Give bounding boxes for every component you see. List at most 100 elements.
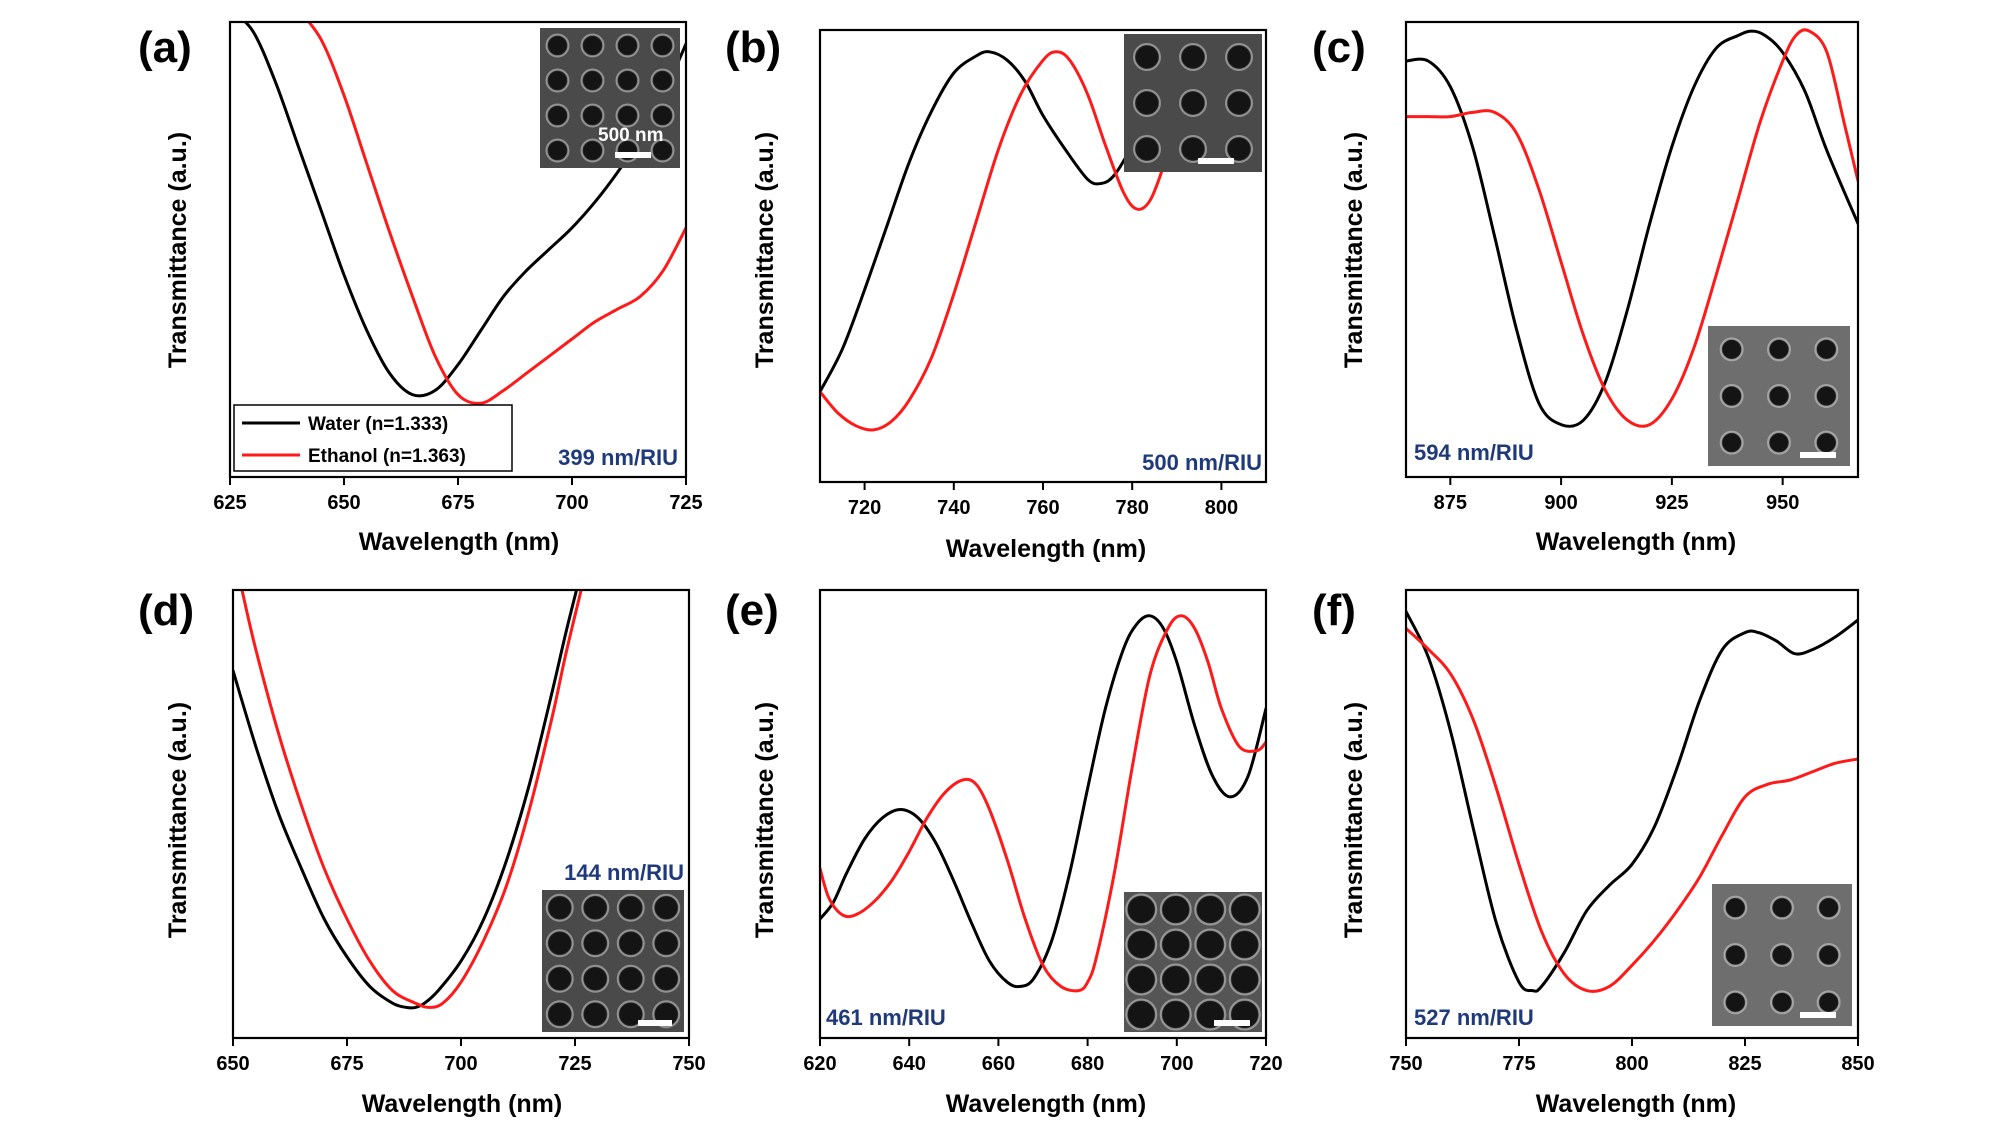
x-tick-label: 640 [893,1053,926,1075]
x-tick-label: 750 [672,1053,705,1075]
sem-hole-rim [615,138,640,163]
sem-hole [1162,931,1190,958]
sem-hole-rim [580,138,605,163]
ethanol-curve [307,22,686,405]
sem-hole-rim [1179,135,1207,163]
ethanol-curve [820,614,1266,993]
sem-hole-rim [1194,928,1227,961]
sem-hole [1769,339,1789,359]
sem-hole-rim [581,964,610,993]
sem-hole-rim [580,103,605,128]
sem-hole-rim [1125,998,1158,1031]
legend: Water (n=1.333) Ethanol (n=1.363) [233,404,513,472]
sensitivity-label: 144 nm/RIU [564,860,684,885]
sem-hole-rim [1770,895,1794,920]
sem-hole [1816,433,1836,453]
sem-inset [542,890,684,1032]
sem-hole-rim [1719,384,1744,408]
legend-ethanol-label: Ethanol (n=1.363) [308,446,466,467]
sem-hole [1181,91,1205,115]
sem-hole [548,1002,572,1026]
sem-hole-rim [1125,963,1158,996]
sem-hole [1231,896,1259,923]
sem-hole-rim [545,103,570,128]
panel-f: (f) Transmittance (a.u.) Wavelength (nm)… [1312,586,1875,1118]
water-curve [1406,29,1858,428]
sem-hole-rim [1767,384,1791,408]
sem-hole-rim [1228,963,1261,996]
sem-hole [583,36,602,55]
x-tick-label: 700 [1160,1053,1193,1075]
x-tick-label: 650 [327,492,360,514]
ethanol-curve [820,50,1179,432]
sem-hole-rim [1225,135,1253,163]
sem-hole-rim [581,1000,610,1029]
panel-label: (d) [138,586,194,635]
sem-hole-rim [650,33,675,58]
x-axis-label: Wavelength (nm) [946,1090,1146,1118]
sem-hole [583,106,602,125]
x-tick-label: 725 [558,1053,591,1075]
sem-hole [1819,992,1839,1012]
x-tick-label: 700 [444,1053,477,1075]
sem-hole [653,71,672,90]
sem-hole-rim [1719,430,1744,455]
sem-hole [1816,339,1836,359]
water-curve [233,590,579,1010]
sem-hole [1127,1001,1155,1028]
sem-hole [1162,966,1190,993]
sem-hole [1181,137,1205,161]
x-ticks: 620 640 660 680 700 720 [803,1038,1283,1075]
plot-area [233,590,583,1010]
panel-c: (c) Transmittance (a.u.) Wavelength (nm)… [1312,20,1860,556]
water-curve [1406,610,1858,993]
panel-label: (e) [725,586,779,635]
scale-bar [638,1020,672,1026]
panel-a: (a) Transmittance (a.u.) Wavelength (nm)… [138,20,703,556]
y-axis-label: Transmittance (a.u.) [1340,132,1368,368]
x-ticks: 720 740 760 780 800 [848,482,1238,519]
y-axis-label: Transmittance (a.u.) [164,132,192,368]
sem-hole-rim [1179,43,1207,71]
sem-hole [1127,966,1155,993]
sem-hole-rim [1133,43,1161,71]
sensitivity-label: 500 nm/RIU [1142,450,1262,475]
x-tick-label: 625 [213,492,246,514]
sem-hole-rim [616,929,645,958]
sem-hole-rim [545,33,570,58]
scale-bar [1214,1020,1250,1026]
sem-inset [1712,884,1852,1026]
sem-hole [1816,386,1836,406]
sem-hole [1162,896,1190,923]
x-tick-label: 620 [803,1053,836,1075]
sem-hole [618,36,637,55]
sem-hole [583,71,602,90]
sem-hole-rim [652,964,681,993]
sem-hole [1772,945,1792,965]
x-tick-label: 675 [330,1053,363,1075]
plot-frame [818,28,1268,484]
sem-hole-rim [1125,928,1158,961]
sem-hole-rim [616,893,645,922]
sensitivity-label: 527 nm/RIU [1414,1005,1534,1030]
sem-hole [1181,45,1205,69]
sem-hole [654,931,678,955]
sem-hole-rim [580,68,605,93]
panel-b: (b) Transmittance (a.u.) Wavelength (nm)… [725,23,1268,563]
x-ticks: 625 650 675 700 725 [213,477,703,514]
ethanol-curve [240,590,583,1009]
sem-hole [583,1002,607,1026]
x-tick-label: 700 [555,492,588,514]
sem-hole-rim [1159,963,1192,996]
hole-array [1723,895,1841,1015]
sem-hole [548,141,567,160]
sem-hole [548,896,572,920]
sem-hole-rim [1194,998,1227,1031]
sem-hole [1162,1001,1190,1028]
sem-hole-rim [1159,893,1192,926]
sem-hole-rim [1814,337,1839,362]
sem-hole-rim [650,103,675,128]
sem-hole-rim [1767,337,1791,362]
sem-hole [619,967,643,991]
